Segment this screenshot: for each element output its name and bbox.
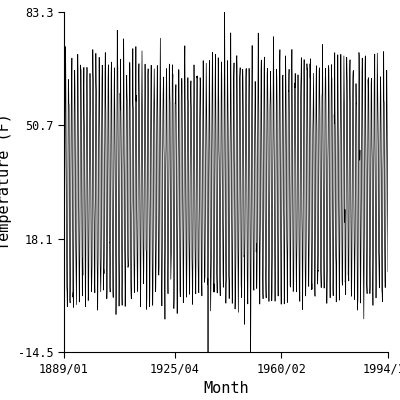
Y-axis label: Temperature (F): Temperature (F) xyxy=(0,114,12,250)
X-axis label: Month: Month xyxy=(203,381,249,396)
